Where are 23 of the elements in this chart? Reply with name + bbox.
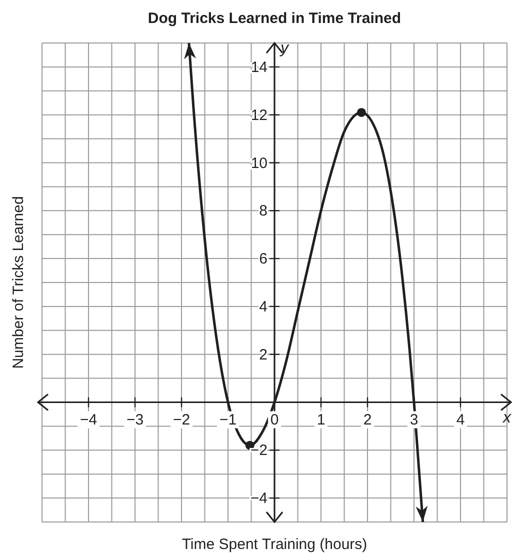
annotation: x [502,409,512,426]
y-tick-label: 8 [259,202,268,220]
x-axis-title: Time Spent Training (hours) [180,536,368,553]
annotation: y [280,40,290,57]
x-tick-label: −1 [219,411,237,428]
x-tick-label: 4 [456,411,465,428]
x-tick-label: 3 [410,411,418,428]
y-tick-label: 14 [250,58,268,76]
y-axis-title: Number of Tricks Learned [10,196,27,369]
x-tick-label: −4 [80,411,98,428]
y-tick-label: 12 [250,106,268,124]
x-tick-label: 2 [363,411,372,428]
x-tick-label: 0 [270,411,279,428]
y-tick-label: 6 [259,250,268,268]
y-tick-label: 4 [259,298,268,316]
x-tick-label: −3 [126,411,144,428]
x-tick-label: 1 [316,411,326,428]
y-tick-label: −4 [250,490,268,508]
y-tick-label: −2 [250,442,268,460]
y-tick-label: 2 [259,346,268,364]
chart-title: Dog Tricks Learned in Time Trained [146,10,402,27]
y-tick-label: 10 [250,154,268,172]
x-tick-label: −2 [172,411,190,428]
